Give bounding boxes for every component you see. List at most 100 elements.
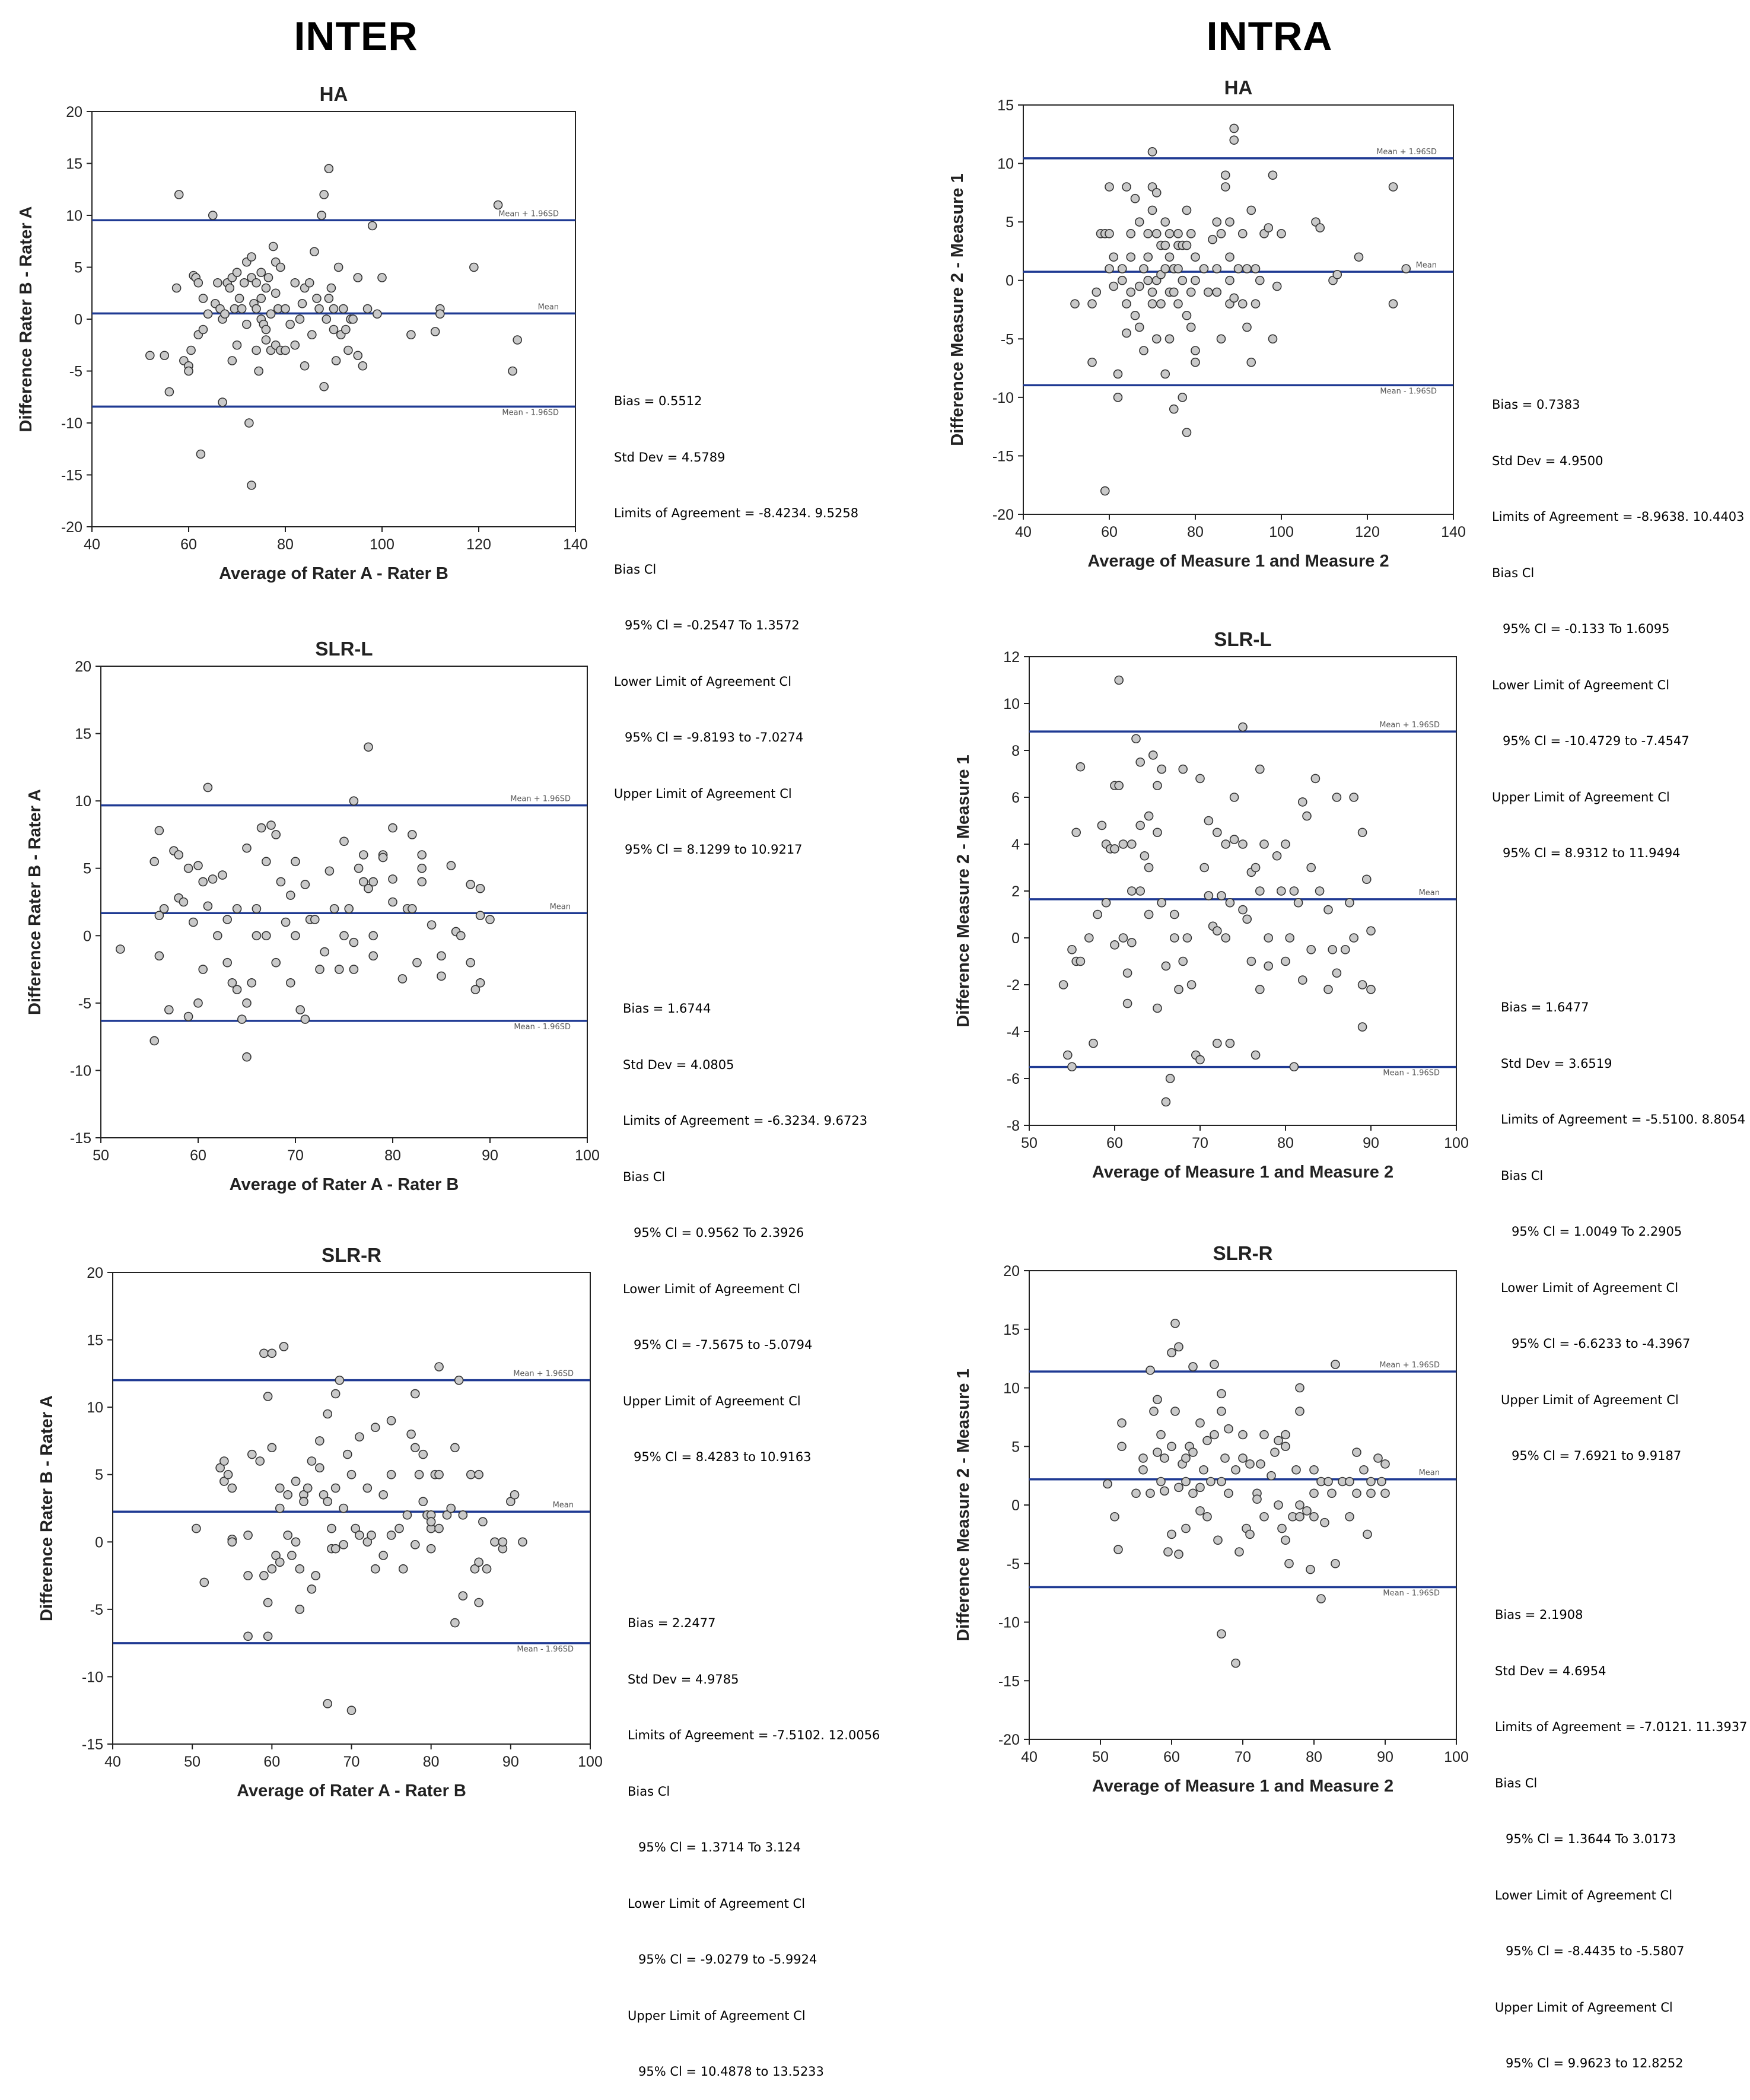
data-point (243, 1531, 253, 1540)
data-point (493, 200, 503, 210)
data-point (1380, 1488, 1390, 1498)
data-point (1130, 311, 1140, 320)
x-tick-label: 100 (1444, 1135, 1469, 1151)
data-point (320, 947, 330, 957)
data-point (1163, 1547, 1173, 1557)
data-point (1221, 933, 1231, 943)
data-point (1181, 1453, 1191, 1463)
data-point (1213, 1535, 1223, 1545)
intra-slrr-plot: SLR-R 40 50 60 70 80 90 100 -20 -15 -10 -5 0 5 10 15 20 A… (954, 1242, 1469, 1796)
data-point (330, 1389, 341, 1399)
data-point (418, 1497, 428, 1506)
data-point (1255, 886, 1265, 896)
data-point (329, 904, 339, 914)
data-point (256, 823, 266, 833)
data-point (1340, 944, 1350, 954)
data-point (1377, 1477, 1386, 1487)
data-point (1139, 264, 1148, 273)
data-point (324, 294, 334, 303)
data-point (1109, 281, 1119, 291)
data-point (1220, 170, 1230, 180)
x-tick-label: 70 (1234, 1749, 1251, 1765)
data-point (1127, 938, 1137, 947)
data-point (237, 304, 247, 314)
intra-ha-plot: HA 40 60 80 100 120 140 -20 -15 -10 -5 0 5 10 15 Averag… (948, 77, 1466, 571)
data-point (427, 920, 437, 930)
data-point (435, 309, 445, 319)
data-point (1156, 1477, 1166, 1487)
data-point (1268, 334, 1278, 344)
data-point (186, 345, 196, 355)
data-point (1357, 828, 1367, 838)
data-point (1169, 909, 1179, 919)
plot-title: SLR-L (1214, 628, 1271, 650)
stat-limits: Limits of Agreement = -8.4234. 9.5258 (614, 506, 859, 520)
y-tick-label: 15 (1003, 1322, 1020, 1338)
data-point (1089, 1038, 1098, 1048)
data-point (394, 1523, 404, 1533)
stat-upper-ci: 95% Cl = 8.1299 to 10.9217 (625, 842, 803, 857)
data-point (1237, 229, 1248, 238)
data-point (319, 190, 329, 199)
data-point (232, 985, 242, 994)
data-point (426, 1544, 436, 1554)
x-tick-label: 140 (1441, 524, 1466, 540)
data-point (362, 1537, 373, 1547)
data-point (1067, 1062, 1077, 1072)
data-point (1100, 486, 1110, 496)
data-point (1178, 764, 1188, 774)
data-point (312, 294, 322, 303)
y-tick-label: 5 (1006, 214, 1014, 231)
lower-loa-line-label: Mean - 1.96SD (514, 1023, 571, 1032)
data-point (243, 1571, 253, 1580)
x-tick-label: 40 (104, 1754, 121, 1770)
data-point (1182, 205, 1192, 215)
plot-frame (100, 666, 588, 1138)
data-point (193, 998, 203, 1008)
data-point (1274, 1500, 1283, 1510)
data-point (171, 283, 182, 293)
data-point (1352, 1488, 1361, 1498)
data-point (1118, 839, 1128, 849)
data-point (252, 931, 262, 941)
data-point (263, 1631, 273, 1641)
data-point (377, 273, 387, 282)
data-point (1309, 1512, 1319, 1522)
stat-bias-ci-label: Bias Cl (1495, 1776, 1538, 1790)
y-tick-label: 5 (83, 861, 91, 877)
data-point (330, 1483, 341, 1493)
data-point (1114, 781, 1124, 791)
data-point (1138, 1465, 1148, 1475)
data-point (466, 880, 476, 889)
data-point (1357, 980, 1367, 989)
x-tick-label: 80 (1306, 1749, 1322, 1765)
data-point (354, 863, 364, 873)
data-point (1212, 287, 1222, 297)
x-tick-label: 100 (1444, 1749, 1469, 1765)
y-tick-label: -20 (998, 1732, 1020, 1748)
data-point (1181, 1523, 1191, 1533)
data-point (1293, 898, 1303, 908)
data-point (388, 874, 397, 884)
data-point (237, 1014, 247, 1024)
data-point (1148, 750, 1158, 760)
intra-ha-stats: Bias = 0.7383 Std Dev = 4.9500 Limits of… (1492, 358, 1744, 882)
data-point (1195, 1506, 1205, 1516)
data-point (1117, 1418, 1127, 1428)
data-point (266, 820, 276, 830)
lower-loa-line-label: Mean - 1.96SD (502, 408, 559, 417)
y-tick-label: -15 (61, 467, 82, 484)
stat-lower-ci-label: Lower Limit of Agreement Cl (1495, 1888, 1673, 1902)
data-point (1274, 1436, 1283, 1446)
data-point (1327, 1488, 1337, 1498)
data-point (430, 327, 440, 336)
data-point (220, 309, 230, 319)
data-point (1242, 264, 1252, 273)
data-point (426, 1517, 436, 1527)
stat-std-dev: Std Dev = 3.6519 (1501, 1056, 1612, 1071)
x-tick-label: 140 (563, 536, 588, 553)
x-tick-label: 60 (1106, 1135, 1123, 1151)
data-point (1217, 891, 1226, 901)
data-point (314, 304, 324, 314)
data-point (232, 268, 242, 278)
